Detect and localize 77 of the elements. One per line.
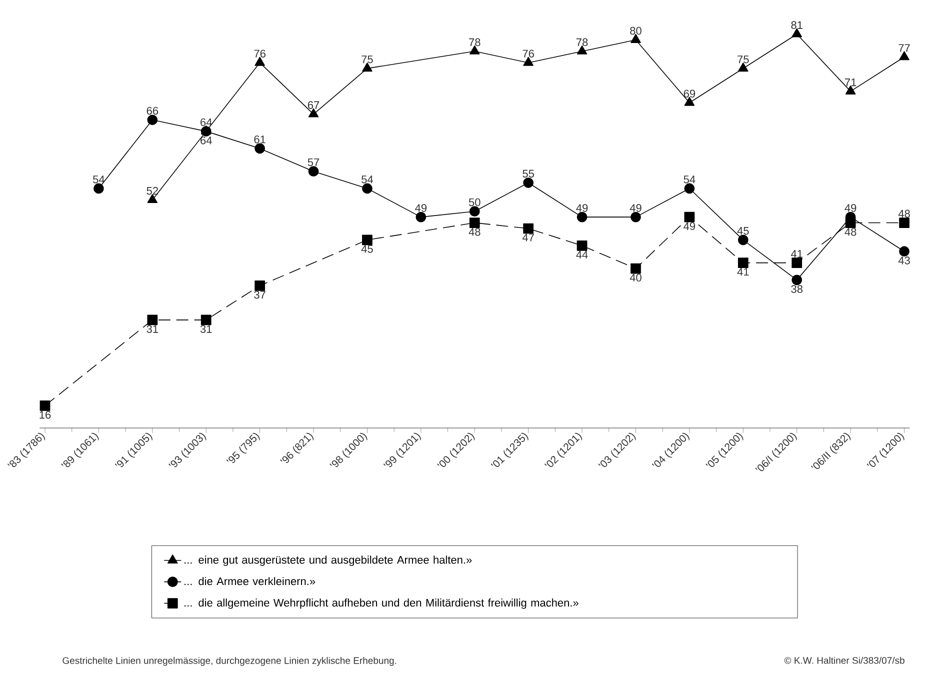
point: [254, 143, 265, 154]
data-label: 41: [790, 250, 802, 258]
data-label: 78: [469, 38, 480, 46]
data-label: 45: [361, 245, 373, 253]
point: [200, 314, 212, 326]
point: [792, 258, 802, 268]
data-label: 49: [415, 204, 427, 212]
point: [416, 212, 426, 222]
point: [899, 246, 910, 257]
data-label: 43: [898, 256, 910, 264]
data-label: 31: [146, 325, 158, 333]
data-label: 71: [845, 78, 856, 86]
data-label: 41: [737, 268, 749, 276]
point: [469, 218, 480, 228]
point: [630, 263, 641, 274]
data-label: 77: [898, 44, 910, 52]
data-label: 78: [576, 38, 588, 46]
data-label: 49: [576, 204, 588, 212]
data-label: 44: [576, 250, 588, 258]
data-label: 48: [844, 228, 856, 236]
data-label: 54: [362, 176, 374, 184]
data-label: 80: [630, 26, 642, 35]
point: [684, 212, 695, 222]
data-label: 48: [898, 210, 910, 218]
data-label: 48: [468, 228, 480, 236]
legend-label: ... eine gut ausgerüstete und ausgebildete Armee halten.»: [184, 556, 472, 566]
point: [94, 183, 104, 194]
point: [576, 212, 588, 222]
point: [845, 218, 856, 228]
point: [738, 258, 748, 268]
data-label: 64: [200, 136, 212, 144]
data-label: 66: [146, 106, 158, 115]
data-label: 69: [684, 90, 696, 98]
data-label: 61: [254, 135, 266, 144]
point: [523, 178, 534, 188]
point: [630, 212, 641, 222]
data-label: 16: [40, 410, 51, 419]
point: [792, 274, 802, 286]
data-label: 40: [630, 274, 642, 282]
point: [684, 183, 695, 194]
data-label: 38: [791, 285, 802, 293]
data-label: 50: [468, 198, 480, 206]
data-label: 64: [200, 118, 212, 126]
point: [899, 218, 910, 228]
point: [362, 183, 372, 194]
point: [523, 223, 534, 234]
point: [362, 234, 372, 246]
data-label: 76: [522, 50, 534, 58]
data-label: 75: [362, 56, 373, 64]
text: © K.W. Haltiner Si/383/07/sb: [784, 656, 904, 664]
point: [147, 114, 158, 126]
data-label: 54: [93, 176, 104, 184]
data-label: 55: [522, 170, 534, 178]
data-label: 37: [254, 290, 266, 299]
data-label: 49: [684, 222, 696, 230]
data-label: 81: [791, 21, 802, 29]
point: [308, 166, 319, 177]
data-label: 75: [738, 56, 749, 64]
point: [576, 240, 588, 251]
data-label: 31: [200, 325, 212, 333]
legend-label: ... die Armee verkleinern.»: [184, 577, 316, 586]
point: [40, 400, 50, 411]
point: [469, 206, 480, 217]
data-label: 52: [146, 186, 158, 195]
data-label: 57: [308, 158, 320, 166]
data-label: 54: [684, 176, 696, 184]
point: [738, 234, 748, 246]
data-label: 49: [630, 204, 642, 212]
legend-label: ... die allgemeine Wehrpflicht aufheben und den Militärdienst freiwillig machen.»: [184, 598, 578, 609]
data-label: 45: [737, 227, 749, 235]
point: [254, 280, 265, 291]
data-label: 47: [522, 234, 534, 242]
text: Gestrichelte Linien unregelmässige, durchgezogene Linien zyklische Erhebung.: [62, 656, 396, 666]
data-label: 76: [254, 50, 266, 58]
data-label: 67: [308, 101, 320, 109]
data-label: 49: [844, 204, 856, 212]
point: [147, 314, 158, 326]
